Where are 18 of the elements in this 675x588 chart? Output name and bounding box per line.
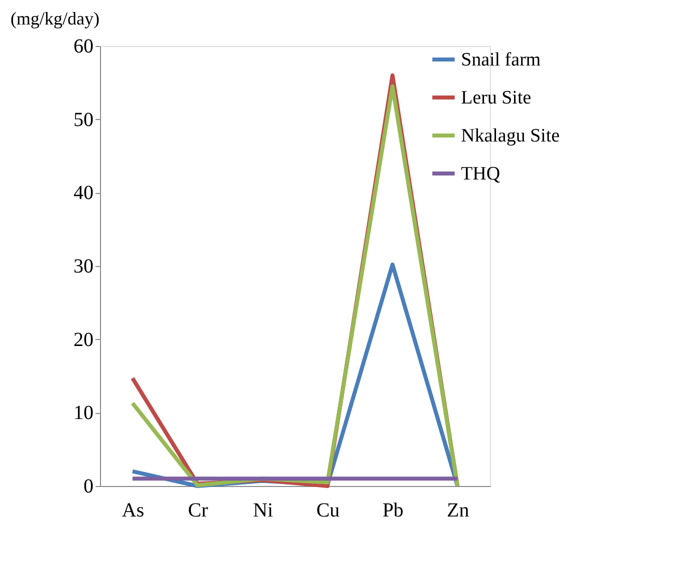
legend-label: Leru Site bbox=[461, 88, 532, 108]
y-tick-label: 20 bbox=[74, 328, 94, 351]
x-tick-label: As bbox=[122, 500, 144, 522]
y-tick-label: 50 bbox=[74, 108, 94, 131]
x-tick-label: Zn bbox=[446, 500, 470, 522]
y-tick-label: 0 bbox=[84, 476, 94, 498]
x-tick-label: Cu bbox=[316, 500, 340, 522]
y-tick-label: 10 bbox=[74, 402, 94, 424]
y-tick-label: 60 bbox=[74, 36, 94, 58]
y-tick-label: 40 bbox=[74, 182, 94, 204]
legend-label: Snail farm bbox=[461, 50, 541, 70]
y-tick-label: 30 bbox=[74, 256, 94, 278]
x-tick-label: Pb bbox=[382, 500, 404, 522]
x-tick-label: Ni bbox=[253, 500, 274, 522]
y-axis-title: (mg/kg/day) bbox=[10, 8, 100, 28]
x-tick-label: Cr bbox=[188, 500, 208, 522]
legend-label: THQ bbox=[461, 164, 500, 184]
legend-label: Nkalagu Site bbox=[461, 126, 560, 146]
